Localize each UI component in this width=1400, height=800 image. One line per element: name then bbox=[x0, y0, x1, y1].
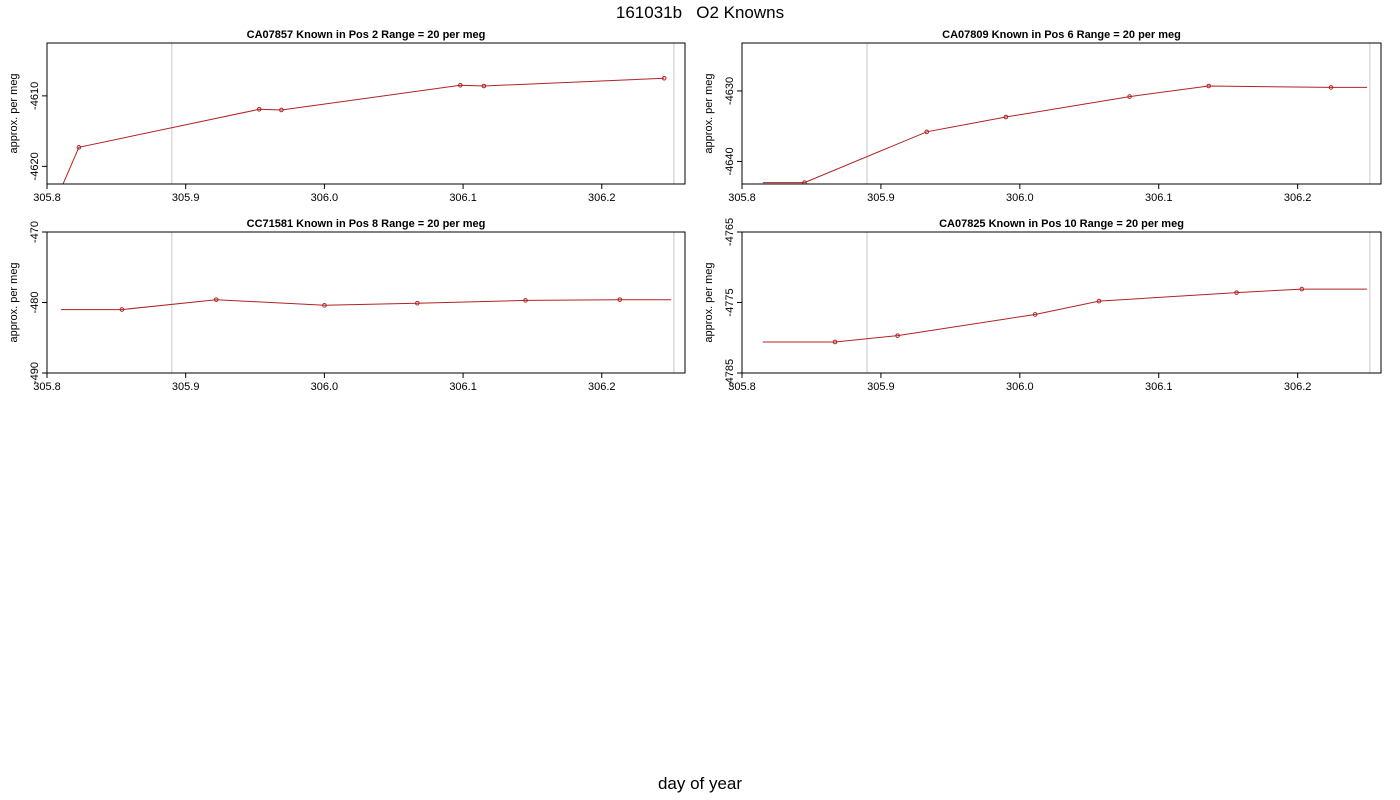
data-point bbox=[256, 106, 262, 112]
y-tick-label: -4630 bbox=[724, 77, 736, 105]
x-tick-label: 306.1 bbox=[449, 192, 477, 204]
panel-title: CA07825 Known in Pos 10 Range = 20 per m… bbox=[939, 218, 1184, 230]
data-point bbox=[832, 339, 838, 345]
x-tick-label: 305.9 bbox=[172, 381, 200, 393]
x-tick-label: 305.9 bbox=[867, 381, 895, 393]
y-tick-label: -4785 bbox=[724, 359, 736, 387]
chart-panel-4: CA07825 Known in Pos 10 Range = 20 per m… bbox=[703, 218, 1382, 393]
data-point bbox=[279, 107, 284, 113]
x-tick-label: 306.1 bbox=[1145, 192, 1173, 204]
data-point bbox=[322, 303, 327, 308]
data-point bbox=[523, 298, 528, 303]
y-axis-title: approx. per meg bbox=[703, 262, 715, 342]
data-point bbox=[76, 145, 82, 150]
series-line bbox=[762, 288, 1368, 343]
x-tick-label: 306.0 bbox=[311, 192, 339, 204]
y-tick-label: -4640 bbox=[724, 147, 736, 175]
data-point bbox=[119, 307, 125, 312]
data-point bbox=[213, 297, 219, 302]
y-tick-label: -4620 bbox=[29, 152, 41, 180]
chart-panel-1: CA07857 Known in Pos 2 Range = 20 per me… bbox=[8, 29, 686, 204]
panel-title: CA07857 Known in Pos 2 Range = 20 per me… bbox=[247, 29, 486, 41]
data-point bbox=[1206, 83, 1212, 89]
x-axis-title: day of year bbox=[657, 774, 743, 793]
y-tick-label: -4765 bbox=[724, 218, 736, 246]
chart-panel-2: CA07809 Known in Pos 6 Range = 20 per me… bbox=[703, 29, 1382, 204]
plot-frame bbox=[46, 231, 686, 374]
x-tick-label: 305.8 bbox=[728, 381, 756, 393]
plot-frame bbox=[46, 42, 686, 185]
data-point bbox=[1127, 94, 1132, 99]
y-tick-label: -4775 bbox=[724, 288, 736, 316]
x-tick-label: 306.0 bbox=[311, 381, 339, 393]
x-tick-label: 306.1 bbox=[449, 381, 477, 393]
x-tick-label: 306.2 bbox=[1284, 381, 1312, 393]
x-tick-label: 306.2 bbox=[1284, 192, 1312, 204]
x-tick-label: 305.9 bbox=[172, 192, 200, 204]
data-point bbox=[458, 83, 463, 88]
x-tick-label: 305.8 bbox=[728, 192, 756, 204]
data-point bbox=[661, 75, 667, 81]
y-tick-label: -470 bbox=[29, 221, 41, 243]
data-point bbox=[895, 333, 900, 338]
y-axis-title: approx. per meg bbox=[703, 73, 715, 153]
chart-panel-3: CC71581 Known in Pos 8 Range = 20 per me… bbox=[8, 218, 686, 393]
x-tick-label: 305.9 bbox=[867, 192, 895, 204]
data-point bbox=[617, 297, 623, 302]
data-point bbox=[924, 129, 930, 135]
panel-title: CA07809 Known in Pos 6 Range = 20 per me… bbox=[942, 29, 1181, 41]
chart-main-title: 161031b O2 Knowns bbox=[615, 3, 785, 22]
x-tick-label: 305.8 bbox=[33, 381, 61, 393]
data-point bbox=[415, 300, 420, 306]
data-point bbox=[802, 180, 807, 184]
series-line bbox=[60, 299, 672, 311]
data-point bbox=[1299, 286, 1305, 292]
x-tick-label: 306.2 bbox=[588, 381, 616, 393]
data-point bbox=[1328, 85, 1334, 90]
panel-title: CC71581 Known in Pos 8 Range = 20 per me… bbox=[247, 218, 486, 230]
data-point bbox=[1234, 290, 1239, 295]
y-tick-label: -490 bbox=[29, 362, 41, 384]
plot-frame bbox=[741, 231, 1382, 374]
data-point bbox=[1032, 312, 1038, 317]
x-tick-label: 305.8 bbox=[33, 192, 61, 204]
x-tick-label: 306.0 bbox=[1006, 381, 1034, 393]
y-tick-label: -4610 bbox=[29, 82, 41, 110]
series-line bbox=[762, 85, 1368, 184]
data-point bbox=[1096, 298, 1102, 304]
series-line bbox=[62, 77, 665, 184]
x-tick-label: 306.2 bbox=[588, 192, 616, 204]
x-tick-label: 306.0 bbox=[1006, 192, 1034, 204]
y-tick-label: -480 bbox=[29, 291, 41, 313]
y-axis-title: approx. per meg bbox=[8, 262, 20, 342]
x-tick-label: 306.1 bbox=[1145, 381, 1173, 393]
data-point bbox=[481, 83, 487, 89]
plot-frame bbox=[741, 42, 1382, 185]
y-axis-title: approx. per meg bbox=[8, 73, 20, 153]
data-point bbox=[1003, 114, 1009, 120]
